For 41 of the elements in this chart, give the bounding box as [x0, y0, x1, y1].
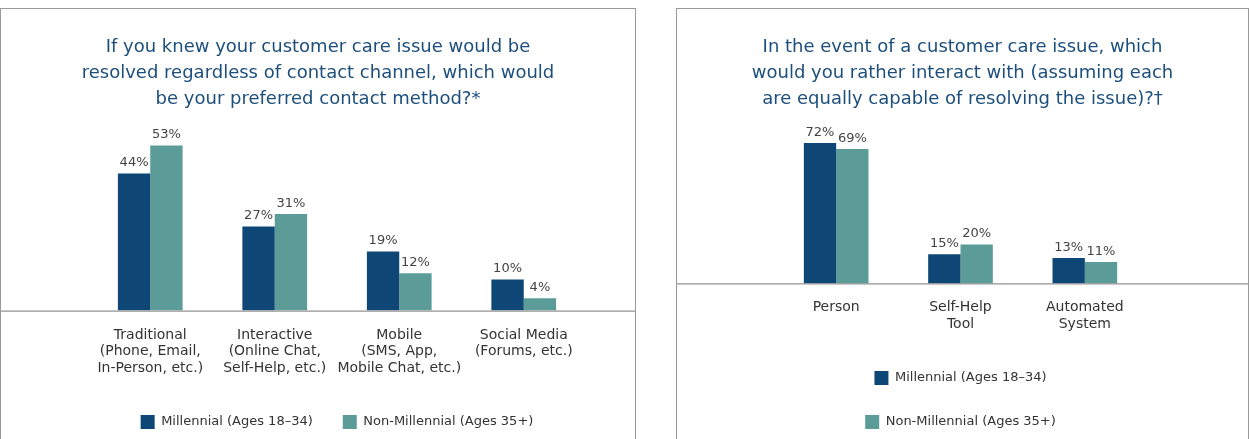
bar: [1052, 258, 1085, 284]
bar: [150, 145, 183, 311]
data-label: 31%: [276, 194, 306, 210]
x-tick-label: Person: [812, 298, 860, 315]
data-label: 27%: [244, 207, 274, 223]
legend-label: Non-Millennial (Ages 35+): [885, 413, 1056, 429]
x-tick-label: Mobile (SMS, App, Mobile Chat, etc.): [337, 325, 462, 376]
bar: [928, 254, 961, 284]
bar: [366, 251, 400, 311]
legend-label: Non-Millennial (Ages 35+): [363, 413, 534, 429]
x-tick-label: Self-Help Tool: [929, 298, 992, 332]
data-label: 10%: [493, 260, 523, 276]
bar: [117, 173, 151, 311]
data-label: 15%: [929, 235, 959, 251]
bar: [242, 226, 275, 311]
data-label: 53%: [151, 126, 181, 142]
data-label: 12%: [400, 254, 430, 270]
legend-label: Millennial (Ages 18–34): [161, 413, 313, 429]
data-label: 4%: [529, 279, 551, 295]
x-tick-label: Automated System: [1045, 298, 1124, 332]
data-label: 44%: [119, 154, 149, 170]
legend-label: Millennial (Ages 18–34): [894, 369, 1047, 385]
bar: [399, 273, 432, 311]
data-label: 13%: [1054, 238, 1084, 254]
chart-title: In the event of a customer care issue, which would you rather interact with (assuming each are equally capable of resolving the issue)?†: [750, 34, 1175, 110]
bar: [491, 279, 524, 311]
bar: [274, 214, 308, 311]
data-label: 20%: [962, 225, 992, 241]
data-label: 11%: [1086, 242, 1116, 258]
x-tick-label: Interactive (Online Chat, Self-Help, etc.): [223, 325, 327, 376]
data-label: 69%: [837, 129, 867, 145]
bar: [803, 143, 837, 284]
x-tick-label: Traditional (Phone, Email, In-Person, etc.): [97, 325, 204, 376]
bar: [836, 148, 869, 284]
x-tick-label: Social Media (Forums, etc.): [474, 325, 573, 359]
chart-title: If you knew your customer care issue would be resolved regardless of contact channel, which would be your preferred contact method?*: [80, 34, 556, 110]
bar: [1084, 261, 1118, 284]
bar: [523, 298, 557, 311]
data-label: 19%: [368, 232, 398, 248]
bar: [960, 244, 993, 284]
data-label: 72%: [805, 123, 835, 139]
